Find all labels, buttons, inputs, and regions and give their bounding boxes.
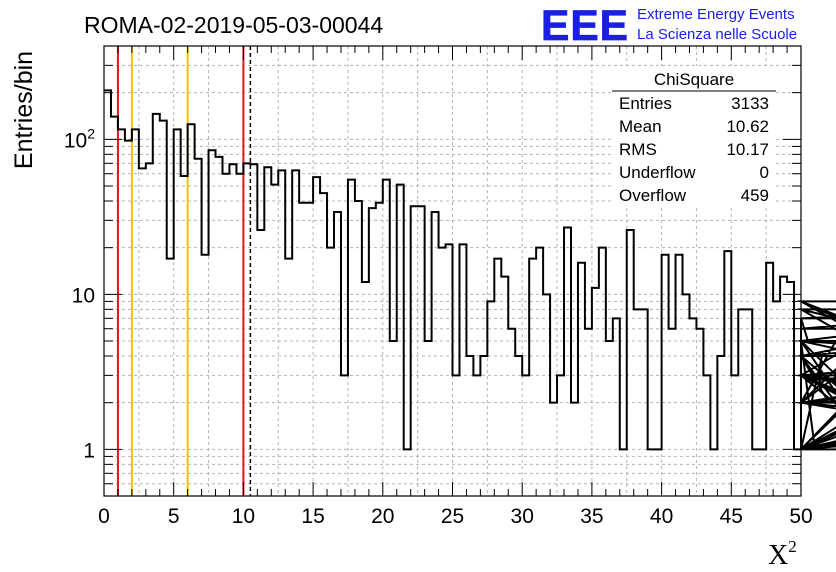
x-tick-label: 15 [301, 505, 324, 528]
x-tick-label: 0 [98, 505, 110, 528]
y-tick-label: 102 [64, 125, 95, 152]
stats-box-background [612, 66, 776, 206]
stats-title: ChiSquare [654, 70, 734, 89]
stats-row-value: 10.17 [726, 140, 769, 159]
x-axis-label-base: X [768, 540, 788, 571]
histogram-line [104, 89, 836, 451]
y-tick-labels: 1 10 102 [64, 125, 95, 462]
stats-box: ChiSquare Entries 3133 Mean 10.62 RMS 10.17 Un… [612, 66, 776, 206]
axis-ticks [103, 45, 802, 497]
stats-row-value: 0 [760, 163, 769, 182]
x-tick-label: 40 [650, 505, 673, 528]
y-tick-label: 1 [83, 439, 95, 462]
stats-row-label: Underflow [619, 163, 696, 182]
x-tick-label: 10 [232, 505, 255, 528]
y-tick-label: 10 [72, 284, 95, 307]
x-tick-label: 25 [441, 505, 464, 528]
eee-logo-mark: EEE [541, 2, 629, 50]
stats-row-label: Mean [619, 117, 662, 136]
plot-title: ROMA-02-2019-05-03-00044 [84, 12, 383, 38]
x-tick-label: 30 [511, 505, 534, 528]
stats-rows: Entries 3133 Mean 10.62 RMS 10.17 Underflow 0 Ov… [619, 94, 769, 205]
eee-logo: EEE Extreme Energy Events La Scienza nel… [541, 2, 798, 51]
stats-row-label: RMS [619, 140, 657, 159]
stats-row-value: 3133 [731, 94, 769, 113]
x-tick-label: 20 [371, 505, 394, 528]
x-tick-labels: 0 5 10 15 20 25 30 35 40 45 50 [98, 505, 813, 528]
eee-logo-line1: Extreme Energy Events [637, 6, 795, 23]
stats-row-value: 10.62 [726, 117, 769, 136]
x-tick-label: 5 [168, 505, 180, 528]
x-axis-label-superscript: 2 [788, 537, 797, 556]
y-axis-label: Entries/bin [10, 51, 38, 169]
x-tick-label: 50 [789, 505, 812, 528]
x-axis-label: X2 [768, 537, 797, 571]
stats-row-label: Entries [619, 94, 672, 113]
x-tick-label: 35 [580, 505, 603, 528]
eee-logo-line2: La Scienza nelle Scuole [637, 26, 797, 43]
x-tick-label: 45 [720, 505, 743, 528]
stats-row-value: 459 [741, 186, 769, 205]
stats-row-label: Overflow [619, 186, 687, 205]
